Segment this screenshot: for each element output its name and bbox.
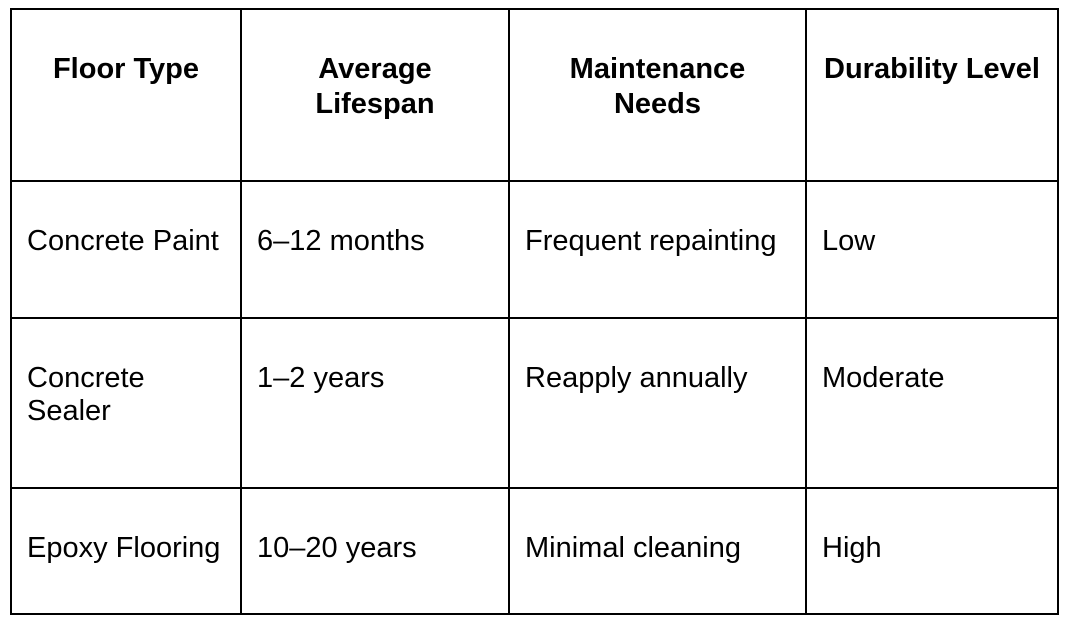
cell-average-lifespan: 6–12 months [240, 180, 510, 319]
table-row-concrete-paint: Concrete Paint 6–12 months Frequent repa… [10, 180, 1059, 319]
cell-maintenance-needs: Minimal cleaning [508, 487, 807, 615]
column-header-floor-type: Floor Type [10, 8, 242, 182]
floor-comparison-table: Floor Type Average Lifespan Maintenance … [10, 8, 1059, 615]
cell-average-lifespan: 10–20 years [240, 487, 510, 615]
cell-floor-type: Concrete Paint [10, 180, 242, 319]
column-header-average-lifespan: Average Lifespan [240, 8, 510, 182]
cell-floor-type: Epoxy Flooring [10, 487, 242, 615]
cell-floor-type: Concrete Sealer [10, 317, 242, 489]
cell-maintenance-needs: Reapply annually [508, 317, 807, 489]
column-header-durability-level: Durability Level [805, 8, 1059, 182]
cell-average-lifespan: 1–2 years [240, 317, 510, 489]
cell-durability-level: Low [805, 180, 1059, 319]
cell-durability-level: High [805, 487, 1059, 615]
cell-durability-level: Moderate [805, 317, 1059, 489]
cell-maintenance-needs: Frequent repainting [508, 180, 807, 319]
column-header-maintenance-needs: Maintenance Needs [508, 8, 807, 182]
header-row: Floor Type Average Lifespan Maintenance … [10, 8, 1059, 182]
table-row-epoxy-flooring: Epoxy Flooring 10–20 years Minimal clean… [10, 487, 1059, 615]
table-row-concrete-sealer: Concrete Sealer 1–2 years Reapply annual… [10, 317, 1059, 489]
